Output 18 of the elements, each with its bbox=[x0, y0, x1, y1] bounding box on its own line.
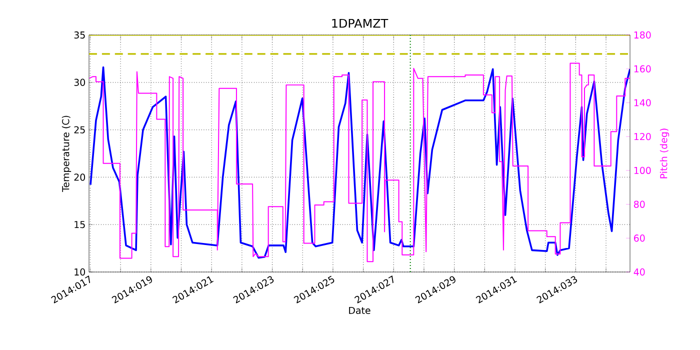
y2-axis-title: Pitch (deg) bbox=[660, 128, 670, 178]
x-axis-title: Date bbox=[349, 306, 370, 314]
y2-tick-label: 100 bbox=[634, 166, 651, 174]
y-tick-label: 10 bbox=[74, 268, 86, 276]
y2-tick-label: 140 bbox=[634, 99, 651, 106]
y-tick-label: 30 bbox=[74, 78, 86, 86]
chart-title: 1DPAMZT bbox=[332, 18, 388, 28]
y-tick-label: 15 bbox=[74, 221, 85, 228]
y-axis-title: Temperature (C) bbox=[62, 116, 72, 192]
y-tick-label: 35 bbox=[74, 31, 85, 39]
y2-tick-label: 80 bbox=[634, 200, 645, 208]
y-tick-label: 25 bbox=[74, 126, 85, 134]
y2-tick-label: 60 bbox=[634, 234, 645, 242]
y2-tick-label: 40 bbox=[634, 268, 645, 276]
y2-tick-label: 120 bbox=[634, 132, 651, 140]
y2-tick-label: 180 bbox=[634, 31, 651, 39]
y-tick-label: 20 bbox=[74, 174, 86, 181]
y2-tick-label: 160 bbox=[634, 65, 651, 72]
